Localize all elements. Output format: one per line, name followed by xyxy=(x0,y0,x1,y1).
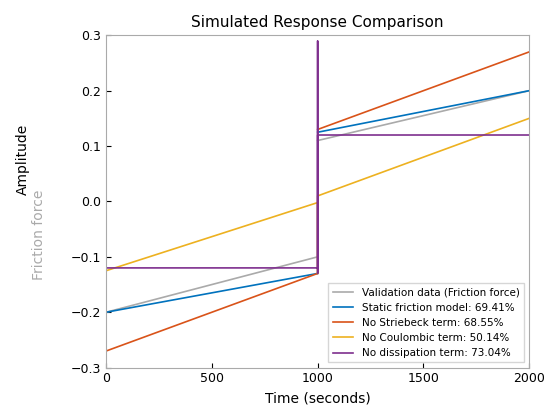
Static friction model: 69.41%: (0, -0.2): 69.41%: (0, -0.2) xyxy=(103,310,110,315)
Validation data (Friction force) xyxy=(129,303,136,308)
No Coulombic term: 50.14%: (1e+03, -0.13): 50.14%: (1e+03, -0.13) xyxy=(314,271,321,276)
Line: No Striebeck term: 68.55%: No Striebeck term: 68.55% xyxy=(106,52,529,351)
Validation data (Friction force) xyxy=(103,310,110,315)
No Coulombic term: 50.14%: (1.07e+03, 0.0193): 50.14%: (1.07e+03, 0.0193) xyxy=(328,188,335,193)
No Coulombic term: 50.14%: (866, -0.0185): 50.14%: (866, -0.0185) xyxy=(286,209,293,214)
Text: Amplitude: Amplitude xyxy=(16,124,30,195)
Validation data (Friction force) xyxy=(477,100,484,105)
Validation data (Friction force) xyxy=(432,110,439,115)
No Coulombic term: 50.14%: (2e+03, 0.15): 50.14%: (2e+03, 0.15) xyxy=(526,116,533,121)
Static friction model: 69.41%: (407, -0.172): 69.41%: (407, -0.172) xyxy=(189,294,195,299)
Validation data (Friction force) xyxy=(448,106,455,111)
Static friction model: 69.41%: (1.56e+03, 0.167): 69.41%: (1.56e+03, 0.167) xyxy=(432,107,439,112)
Line: Validation data (Friction force): Validation data (Friction force) xyxy=(106,91,529,312)
Line: No Coulombic term: 50.14%: No Coulombic term: 50.14% xyxy=(106,118,529,273)
No dissipation term: 73.04%: (1e+03, 0.29): 73.04%: (1e+03, 0.29) xyxy=(314,38,321,43)
Static friction model: 69.41%: (2e+03, 0.2): 69.41%: (2e+03, 0.2) xyxy=(526,88,533,93)
No dissipation term: 73.04%: (1e+03, 0.12): 73.04%: (1e+03, 0.12) xyxy=(314,132,321,137)
Line: No dissipation term: 73.04%: No dissipation term: 73.04% xyxy=(106,41,529,273)
X-axis label: Time (seconds): Time (seconds) xyxy=(265,391,371,405)
No Striebeck term: 68.55%: (407, -0.213): 68.55%: (407, -0.213) xyxy=(189,317,195,322)
No Coulombic term: 50.14%: (1.22e+03, 0.0406): 50.14%: (1.22e+03, 0.0406) xyxy=(361,176,367,181)
No Coulombic term: 50.14%: (1.84e+03, 0.128): 50.14%: (1.84e+03, 0.128) xyxy=(492,128,499,133)
Legend: Validation data (Friction force), Static friction model: 69.41%, No Striebeck te: Validation data (Friction force), Static… xyxy=(329,283,524,362)
No Striebeck term: 68.55%: (2e+03, 0.27): 68.55%: (2e+03, 0.27) xyxy=(526,50,533,55)
Validation data (Friction force) xyxy=(505,93,512,98)
Static friction model: 69.41%: (1.9e+03, 0.193): 69.41%: (1.9e+03, 0.193) xyxy=(505,92,512,97)
No Striebeck term: 68.55%: (122, -0.253): 68.55%: (122, -0.253) xyxy=(129,339,136,344)
No Striebeck term: 68.55%: (1.77e+03, 0.238): 68.55%: (1.77e+03, 0.238) xyxy=(477,67,484,72)
Validation data (Friction force) xyxy=(526,88,533,93)
Text: Friction force: Friction force xyxy=(32,190,46,281)
Static friction model: 69.41%: (122, -0.191): 69.41%: (122, -0.191) xyxy=(129,305,136,310)
No Coulombic term: 50.14%: (0, -0.125): 50.14%: (0, -0.125) xyxy=(103,268,110,273)
No Striebeck term: 68.55%: (1.63e+03, 0.219): 68.55%: (1.63e+03, 0.219) xyxy=(448,78,455,83)
Title: Simulated Response Comparison: Simulated Response Comparison xyxy=(192,15,444,30)
No Striebeck term: 68.55%: (1.56e+03, 0.208): 68.55%: (1.56e+03, 0.208) xyxy=(432,84,439,89)
No dissipation term: 73.04%: (0, -0.12): 73.04%: (0, -0.12) xyxy=(103,265,110,270)
No Striebeck term: 68.55%: (1.9e+03, 0.257): 68.55%: (1.9e+03, 0.257) xyxy=(505,57,512,62)
No Coulombic term: 50.14%: (297, -0.0885): 50.14%: (297, -0.0885) xyxy=(166,248,172,253)
No dissipation term: 73.04%: (1e+03, -0.13): 73.04%: (1e+03, -0.13) xyxy=(314,271,321,276)
No dissipation term: 73.04%: (1e+03, -0.12): 73.04%: (1e+03, -0.12) xyxy=(314,265,321,270)
No Coulombic term: 50.14%: (455, -0.069): 50.14%: (455, -0.069) xyxy=(199,237,206,242)
Static friction model: 69.41%: (1.77e+03, 0.183): 69.41%: (1.77e+03, 0.183) xyxy=(477,98,484,103)
No Striebeck term: 68.55%: (0, -0.27): 68.55%: (0, -0.27) xyxy=(103,349,110,354)
No dissipation term: 73.04%: (2e+03, 0.12): 73.04%: (2e+03, 0.12) xyxy=(526,132,533,137)
Static friction model: 69.41%: (1.63e+03, 0.172): 69.41%: (1.63e+03, 0.172) xyxy=(448,103,455,108)
Line: Static friction model: 69.41%: Static friction model: 69.41% xyxy=(106,91,529,312)
Validation data (Friction force) xyxy=(189,287,195,292)
